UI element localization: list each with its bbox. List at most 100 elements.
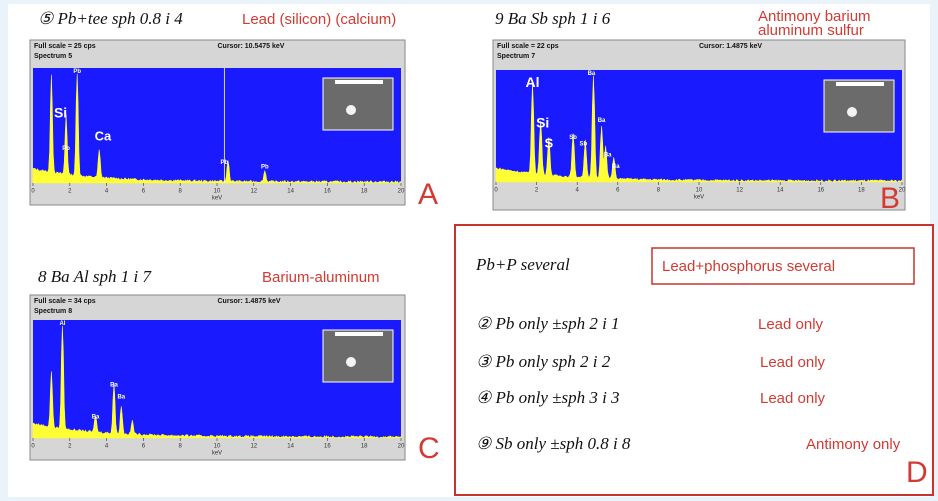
tick-label: 16: [817, 188, 824, 194]
tick-label: 4: [576, 188, 580, 194]
tick-label: 10: [214, 189, 221, 195]
tick-label: 18: [361, 444, 368, 450]
panel-letter: B: [880, 182, 900, 215]
tick-label: 6: [616, 188, 620, 194]
peak-label: Sb: [569, 135, 577, 141]
tick-label: 4: [105, 444, 109, 450]
particle: [847, 107, 857, 117]
result-label: Lead only: [758, 316, 824, 333]
tick-label: 10: [696, 188, 703, 194]
tick-label: 12: [250, 444, 257, 450]
axis-label: keV: [694, 195, 704, 201]
peak-label: Ba: [604, 153, 612, 159]
spectrum-trace: [495, 75, 903, 183]
peak-label: Ca: [95, 128, 112, 143]
handwritten-note: ⑨ Sb only ±sph 0.8 i 8: [476, 434, 631, 453]
tick-label: 8: [179, 189, 183, 195]
handwritten-note: ② Pb only ±sph 2 i 1: [476, 314, 620, 333]
tick-label: 6: [142, 189, 146, 195]
tick-label: 8: [657, 188, 661, 194]
summary-box: [454, 224, 934, 496]
tick-label: 16: [324, 189, 331, 195]
caption: Antimony barium: [758, 8, 871, 25]
result-label: Lead only: [760, 354, 826, 371]
full-scale: Full scale = 22 cps: [497, 43, 559, 50]
panel-letter: C: [418, 432, 440, 465]
spectrum-name: Spectrum 5: [34, 53, 72, 60]
particle: [346, 105, 356, 115]
peak-label: Si: [54, 105, 67, 121]
spectrum-trace: [32, 73, 402, 184]
tick-label: 18: [858, 188, 865, 194]
caption: Barium-aluminum: [262, 269, 380, 286]
result-label: Antimony only: [806, 436, 901, 453]
peak-label: Ba: [92, 414, 100, 420]
tick-label: 2: [68, 444, 72, 450]
handwritten-note: 9 Ba Sb sph 1 i 6: [495, 9, 611, 28]
panel-letter: D: [906, 456, 928, 489]
tick-label: 16: [324, 444, 331, 450]
axis-label: keV: [212, 196, 222, 202]
tick-label: 20: [398, 444, 405, 450]
peak-label: S: [544, 135, 553, 150]
sem-inset: [823, 79, 895, 133]
tick-label: 12: [736, 188, 743, 194]
tick-label: 0: [494, 188, 498, 194]
peak-label: Ba: [612, 164, 620, 170]
caption: Lead (silicon) (calcium): [242, 11, 396, 28]
tick-label: 14: [287, 444, 294, 450]
tick-label: 0: [31, 444, 35, 450]
spectrum-name: Spectrum 7: [497, 53, 535, 60]
cursor-readout: Cursor: 1.4875 keV: [699, 43, 762, 50]
tick-label: 20: [398, 189, 405, 195]
peak-label: Al: [59, 321, 65, 327]
peak-label: Ba: [110, 382, 118, 388]
tick-label: 4: [105, 189, 109, 195]
result-label: Lead only: [760, 390, 826, 407]
peak-label: Pb: [261, 164, 269, 170]
tick-label: 6: [142, 444, 146, 450]
scale-bar: [335, 332, 383, 336]
tick-label: 2: [535, 188, 539, 194]
heading: Lead+phosphorus several: [662, 258, 835, 275]
tick-label: 12: [250, 189, 257, 195]
tick-label: 20: [899, 188, 906, 194]
scale-bar: [836, 82, 884, 86]
peak-label: Pb: [73, 69, 81, 75]
handwritten-note: ④ Pb only ±sph 3 i 3: [476, 388, 620, 407]
spectrum-name: Spectrum 8: [34, 308, 72, 315]
panel-letter: A: [418, 178, 438, 211]
cursor-readout: Cursor: 1.4875 keV: [218, 298, 281, 305]
handwritten-note: ③ Pb only sph 2 i 2: [476, 352, 611, 371]
tick-label: 14: [777, 188, 784, 194]
full-scale: Full scale = 25 cps: [34, 43, 96, 50]
handwritten-note: 8 Ba Al sph 1 i 7: [38, 267, 153, 286]
sem-inset: [322, 77, 394, 131]
peak-label: Pb: [62, 146, 70, 152]
handwritten-note: Pb+P several: [475, 255, 570, 274]
tick-label: 8: [179, 444, 183, 450]
scale-bar: [335, 80, 383, 84]
tick-label: 14: [287, 189, 294, 195]
caption: aluminum sulfur: [758, 22, 864, 39]
peak-label: Si: [536, 114, 549, 130]
particle: [346, 357, 356, 367]
heading-box: [651, 247, 915, 285]
tick-label: 18: [361, 189, 368, 195]
sem-inset: [322, 329, 394, 383]
peak-label: Sb: [579, 141, 587, 147]
peak-label: Ba: [598, 118, 606, 124]
peak-label: Ba: [117, 394, 125, 400]
spectrum-trace: [32, 325, 402, 439]
tick-label: 10: [214, 444, 221, 450]
tick-label: 0: [31, 189, 35, 195]
peak-label: Pb: [221, 160, 229, 166]
cursor-readout: Cursor: 10.5475 keV: [218, 43, 285, 50]
full-scale: Full scale = 34 cps: [34, 298, 96, 305]
axis-label: keV: [212, 451, 222, 457]
peak-label: Ba: [588, 71, 596, 77]
handwritten-note: ⑤ Pb+tee sph 0.8 i 4: [38, 9, 183, 28]
tick-label: 2: [68, 189, 72, 195]
peak-label: Al: [526, 74, 540, 90]
